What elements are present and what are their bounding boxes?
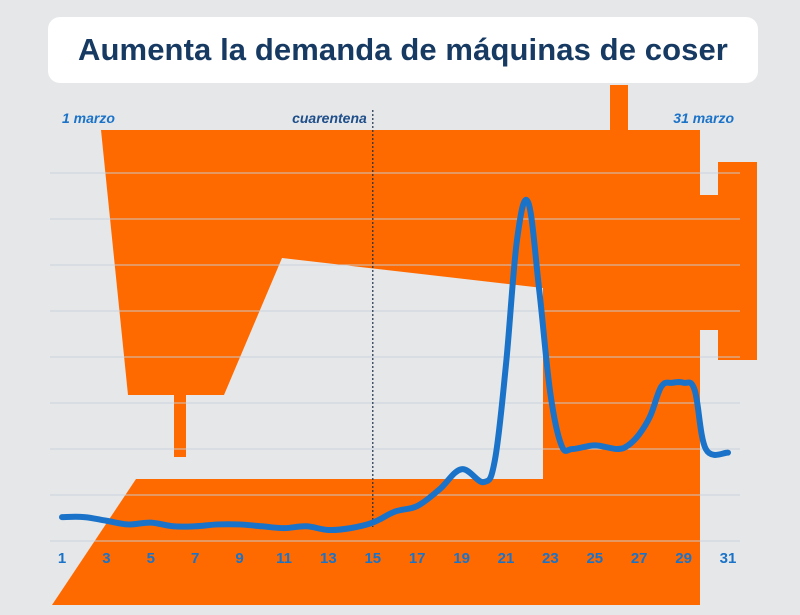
- x-tick-label: 5: [147, 550, 155, 567]
- machine-spool-pin: [610, 85, 628, 132]
- x-axis-ticks: 1 3 5 7 9 11 13 15 17 19 21 23 25 27 29 31: [58, 550, 737, 567]
- x-tick-label: 27: [631, 550, 648, 567]
- x-tick-label: 17: [409, 550, 426, 567]
- annotation-label: cuarentena: [292, 110, 367, 126]
- annotation-label: 31 marzo: [673, 110, 734, 126]
- x-tick-label: 13: [320, 550, 337, 567]
- x-tick-label: 19: [453, 550, 470, 567]
- x-tick-label: 21: [498, 550, 515, 567]
- x-tick-label: 1: [58, 550, 66, 567]
- annotations: 1 marzo cuarentena 31 marzo: [62, 110, 734, 126]
- page-title: Aumenta la demanda de máquinas de coser: [78, 32, 728, 67]
- series-line: [59, 197, 731, 534]
- title-box: Aumenta la demanda de máquinas de coser: [48, 17, 758, 83]
- x-tick-label: 23: [542, 550, 559, 567]
- x-tick-label: 31: [720, 550, 737, 567]
- x-tick-label: 9: [235, 550, 243, 567]
- x-tick-label: 15: [364, 550, 381, 567]
- x-tick-label: 11: [276, 550, 292, 567]
- machine-handwheel: [700, 162, 757, 360]
- x-tick-label: 7: [191, 550, 199, 567]
- annotation-label: 1 marzo: [62, 110, 115, 126]
- sewing-machine-icon: [52, 85, 757, 605]
- machine-needle: [174, 395, 186, 457]
- machine-body: [52, 130, 700, 605]
- x-tick-label: 29: [675, 550, 692, 567]
- x-tick-label: 3: [102, 550, 110, 567]
- x-tick-label: 25: [586, 550, 603, 567]
